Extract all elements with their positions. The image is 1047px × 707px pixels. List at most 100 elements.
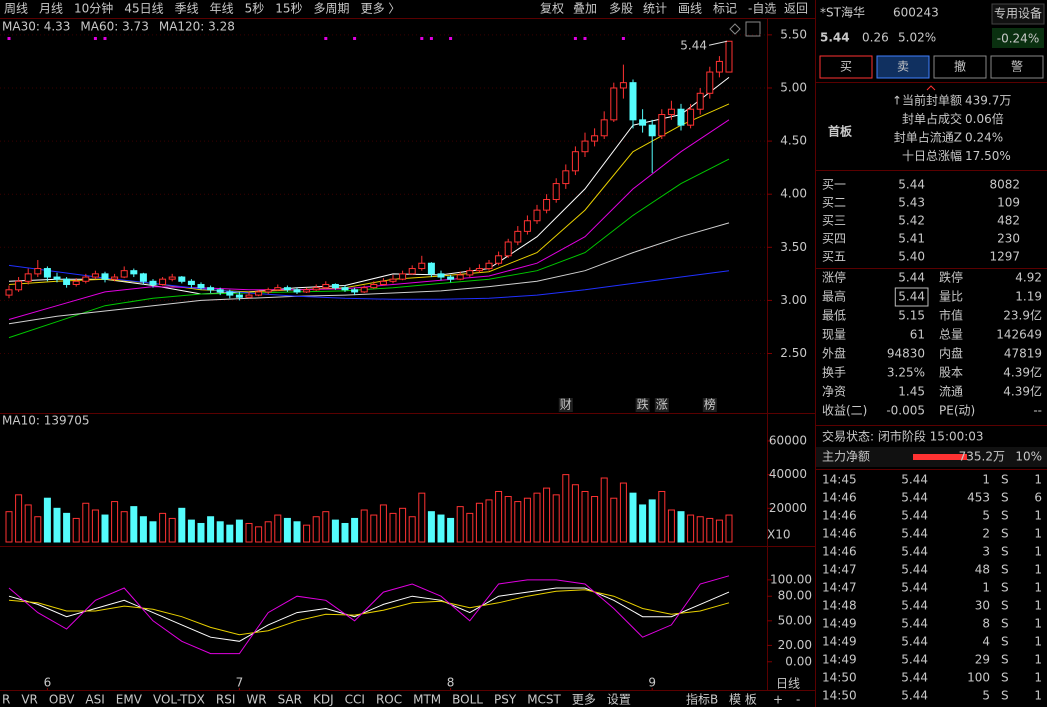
stat-label: 流通 (939, 385, 963, 399)
badge[interactable]: 榜 (704, 397, 716, 412)
trade-button-label[interactable]: 警 (1011, 59, 1023, 74)
indicator-tab[interactable]: RSI (216, 693, 236, 707)
indicator-tab[interactable]: WR (246, 693, 266, 707)
stock-name: *ST海华 (820, 5, 865, 20)
volume-bar (408, 516, 416, 543)
indicator-tab[interactable]: ROC (376, 693, 402, 707)
window-icon[interactable] (745, 21, 761, 37)
volume-bar (418, 492, 426, 543)
toolbar-item[interactable]: 45日线 (124, 2, 163, 16)
badge[interactable]: 涨 (656, 397, 668, 412)
toolbar-item[interactable]: 统计 (643, 2, 667, 16)
tick-count: 1 (1034, 635, 1042, 649)
volume-bar (245, 522, 253, 543)
trade-button-label[interactable]: 买 (840, 60, 852, 74)
candle-body (283, 287, 291, 291)
period-label[interactable]: 日线 (776, 677, 800, 691)
candle-body (43, 268, 51, 278)
candle-body (456, 274, 464, 280)
indicator-tab[interactable]: VOL-TDX (153, 693, 205, 707)
tick-price: 5.44 (901, 527, 928, 541)
tick-price: 5.44 (901, 581, 928, 595)
indicator-tab[interactable]: 设置 (607, 693, 631, 707)
trade-button[interactable] (819, 55, 873, 79)
candle-body (399, 273, 407, 280)
kdj-line (8, 587, 730, 642)
book-volume: 1297 (989, 250, 1020, 264)
trade-button-label[interactable]: 卖 (897, 60, 909, 74)
indicator-tab[interactable]: ASI (85, 693, 104, 707)
toolbar-item[interactable]: 月线 (39, 2, 63, 16)
flow-value: 735.2万 (959, 450, 1005, 464)
toolbar-item[interactable]: 10分钟 (74, 1, 113, 16)
stat-label: 最低 (822, 309, 846, 323)
toolbar-item[interactable]: 返回 (784, 2, 808, 16)
stat-value: 23.9亿 (1003, 308, 1042, 323)
volume-bar (91, 509, 99, 543)
indicator-tab[interactable]: EMV (116, 693, 143, 707)
trade-button[interactable] (933, 55, 987, 79)
bottom-tab[interactable]: + (773, 693, 783, 707)
toolbar-item[interactable]: 多周期 (314, 2, 350, 16)
indicator-tab[interactable]: KDJ (313, 693, 334, 707)
stat-value: 1.45 (898, 385, 925, 399)
volume-bar (63, 512, 71, 543)
indicator-tab[interactable]: 更多 (572, 693, 596, 707)
indicator-tab[interactable]: VR (21, 693, 38, 707)
collapse-icon[interactable] (926, 85, 936, 91)
change: 0.26 (862, 31, 889, 45)
indicator-tab[interactable]: CCI (345, 693, 365, 707)
candle-body (130, 270, 138, 275)
toolbar-item[interactable]: 叠加 (573, 2, 597, 16)
signal-dot (573, 37, 577, 40)
toolbar-item[interactable]: 15秒 (275, 2, 302, 16)
volume-bar (523, 497, 531, 543)
trade-button-label[interactable]: 撤 (954, 59, 966, 74)
candle-body (82, 276, 90, 282)
tick-time: 14:46 (822, 545, 857, 559)
toolbar-item[interactable]: 周线 (4, 2, 28, 16)
tick-count: 1 (1034, 509, 1042, 523)
tick-side: S (1001, 563, 1009, 577)
candle-body (139, 273, 147, 282)
tick-side: S (1001, 581, 1009, 595)
tick-time: 14:49 (822, 635, 857, 649)
indicator-tab[interactable]: OBV (49, 693, 75, 707)
indicator-tab[interactable]: R (2, 693, 10, 707)
toolbar-item[interactable]: 季线 (175, 2, 199, 16)
toolbar-item[interactable]: 多股 (609, 2, 633, 16)
candle-body (370, 283, 378, 289)
indicator-tab[interactable]: SAR (278, 693, 302, 707)
volume-bar (53, 507, 61, 543)
bottom-tab[interactable]: 指标B (686, 692, 718, 707)
trade-button[interactable] (990, 55, 1044, 79)
volume-bar (399, 507, 407, 543)
tick-time: 14:49 (822, 617, 857, 631)
toolbar-item[interactable]: 更多 〉 (361, 2, 401, 16)
stat-value: 5.15 (898, 309, 925, 323)
badge[interactable]: 财 (560, 398, 572, 412)
volume-bar (610, 497, 618, 543)
toolbar-item[interactable]: 画线 (678, 2, 702, 16)
candle-body (178, 276, 186, 282)
tick-side: S (1001, 491, 1009, 505)
seal-label: ↑当前封单额 (892, 93, 962, 108)
book-volume: 109 (997, 196, 1020, 210)
seal-label: 封单占流通Z (894, 130, 962, 145)
toolbar-item[interactable]: 5秒 (245, 2, 265, 16)
toolbar-item[interactable]: 复权 (540, 2, 564, 16)
toolbar-item[interactable]: 标记 (713, 2, 737, 16)
indicator-tab[interactable]: MCST (527, 693, 561, 707)
volume-bar (600, 477, 608, 543)
indicator-tab[interactable]: BOLL (452, 693, 483, 707)
diamond-icon[interactable] (729, 23, 741, 35)
stat-label: 股本 (939, 366, 963, 380)
indicator-tab[interactable]: PSY (494, 693, 517, 707)
bottom-tab[interactable]: - (796, 693, 800, 707)
toolbar-item[interactable]: -自选 (748, 2, 776, 16)
toolbar-item[interactable]: 年线 (210, 2, 234, 16)
trade-button[interactable] (876, 55, 930, 79)
bottom-tab[interactable]: 模 板 (729, 693, 757, 707)
badge[interactable]: 跌 (637, 397, 649, 412)
indicator-tab[interactable]: MTM (413, 693, 441, 707)
